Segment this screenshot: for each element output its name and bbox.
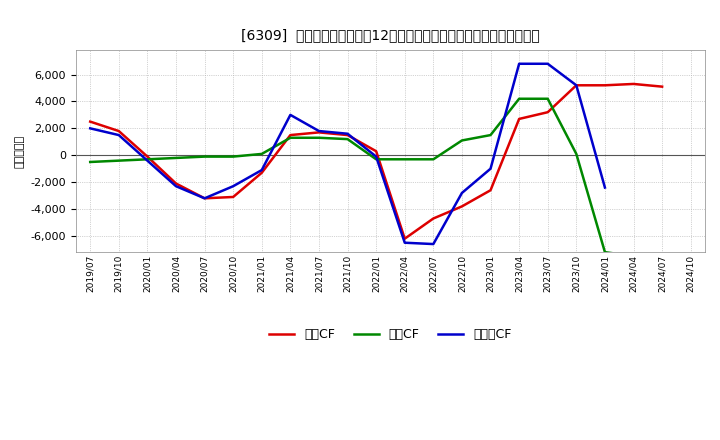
フリーCF <box>171 183 180 189</box>
営業CF <box>258 170 266 176</box>
フリーCF <box>572 83 580 88</box>
営業CF <box>572 83 580 88</box>
フリーCF <box>200 196 209 201</box>
営業CF <box>429 216 438 221</box>
Title: [6309]  キャッシュフローの12か月移動合計の対前年同期増減額の推移: [6309] キャッシュフローの12か月移動合計の対前年同期増減額の推移 <box>241 28 540 42</box>
営業CF <box>229 194 238 200</box>
営業CF <box>286 132 294 138</box>
フリーCF <box>286 112 294 117</box>
フリーCF <box>372 154 380 159</box>
営業CF <box>315 130 323 135</box>
営業CF <box>114 128 123 134</box>
営業CF <box>486 187 495 193</box>
営業CF <box>171 181 180 186</box>
フリーCF <box>544 61 552 66</box>
営業CF <box>400 236 409 241</box>
フリーCF <box>315 128 323 134</box>
投資CF <box>544 96 552 101</box>
Line: 営業CF: 営業CF <box>90 84 662 238</box>
フリーCF <box>229 183 238 189</box>
フリーCF <box>600 185 609 190</box>
フリーCF <box>429 242 438 247</box>
投資CF <box>372 157 380 162</box>
フリーCF <box>86 126 94 131</box>
投資CF <box>86 159 94 165</box>
投資CF <box>400 157 409 162</box>
投資CF <box>429 157 438 162</box>
フリーCF <box>343 131 352 136</box>
投資CF <box>486 132 495 138</box>
投資CF <box>629 253 638 259</box>
Line: フリーCF: フリーCF <box>90 64 605 244</box>
投資CF <box>572 151 580 157</box>
フリーCF <box>486 166 495 171</box>
投資CF <box>600 249 609 255</box>
Y-axis label: （百万円）: （百万円） <box>15 135 25 168</box>
投資CF <box>200 154 209 159</box>
営業CF <box>143 154 152 159</box>
営業CF <box>600 83 609 88</box>
投資CF <box>343 136 352 142</box>
フリーCF <box>458 190 467 195</box>
フリーCF <box>114 132 123 138</box>
Legend: 営業CF, 投資CF, フリーCF: 営業CF, 投資CF, フリーCF <box>264 323 517 346</box>
投資CF <box>229 154 238 159</box>
フリーCF <box>515 61 523 66</box>
フリーCF <box>400 240 409 246</box>
営業CF <box>629 81 638 87</box>
投資CF <box>515 96 523 101</box>
投資CF <box>286 135 294 140</box>
営業CF <box>658 84 667 89</box>
営業CF <box>200 196 209 201</box>
営業CF <box>544 110 552 115</box>
投資CF <box>143 157 152 162</box>
投資CF <box>114 158 123 163</box>
営業CF <box>372 149 380 154</box>
投資CF <box>258 151 266 157</box>
フリーCF <box>143 158 152 163</box>
投資CF <box>458 138 467 143</box>
投資CF <box>315 135 323 140</box>
営業CF <box>343 132 352 138</box>
投資CF <box>171 155 180 161</box>
営業CF <box>86 119 94 124</box>
営業CF <box>458 204 467 209</box>
営業CF <box>515 116 523 121</box>
Line: 投資CF: 投資CF <box>90 99 634 256</box>
フリーCF <box>258 167 266 172</box>
